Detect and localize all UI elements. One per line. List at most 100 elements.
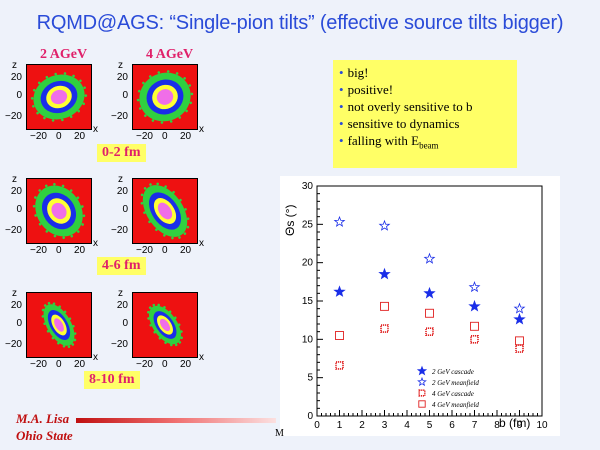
legend-label: 2 GeV meanfield	[432, 379, 479, 387]
bullet-item: • positive!	[339, 82, 394, 97]
contour-speckle	[144, 114, 147, 117]
y-tick-label: 10	[302, 334, 314, 345]
panel-x-tick: −20	[30, 245, 47, 256]
x-tick-label: 1	[337, 420, 343, 431]
x-tick-label: 10	[536, 420, 548, 431]
contour-speckle	[30, 97, 34, 100]
contour-speckle	[151, 119, 155, 122]
panel-z-tick: 20	[10, 72, 22, 83]
contour-speckle	[171, 236, 174, 240]
contour-speckle	[43, 304, 47, 307]
data-point	[470, 335, 479, 344]
contour-speckle	[41, 308, 45, 312]
data-point	[423, 286, 436, 299]
panel-x-label: x	[93, 352, 98, 363]
x-axis-label: b (fm)	[499, 416, 530, 430]
panel-x-tick: 20	[74, 359, 86, 370]
panel-x-tick: −20	[136, 131, 153, 142]
source-panel	[132, 178, 198, 244]
contour-level	[54, 318, 64, 332]
contour-speckle	[73, 338, 77, 342]
contour-speckle	[169, 120, 173, 123]
panel-x-tick: 20	[74, 245, 86, 256]
impact-label-8-10: 8-10 fm	[84, 371, 140, 389]
contour-speckle	[53, 234, 57, 238]
contour-speckle	[178, 116, 182, 119]
contour-speckle	[82, 102, 86, 106]
legend-marker	[417, 376, 427, 387]
panel-x-label: x	[93, 124, 98, 135]
y-tick-label: 20	[302, 258, 314, 269]
bullet-item: • big!	[339, 65, 369, 80]
contour-speckle	[143, 187, 147, 190]
panel-x-tick: 0	[162, 245, 168, 256]
contour-level	[50, 89, 68, 105]
panel-z-tick: −20	[111, 339, 128, 350]
panel-z-tick: 20	[116, 72, 128, 83]
data-point	[515, 336, 524, 346]
contour-speckle	[81, 205, 84, 208]
x-tick-label: 3	[382, 420, 388, 431]
panel-z-label: z	[118, 60, 123, 71]
bullet-icon: •	[339, 99, 344, 114]
x-tick-label: 7	[472, 420, 478, 431]
contour-speckle	[58, 305, 61, 309]
contour-speckle	[152, 303, 156, 307]
panel-z-tick: 0	[122, 204, 128, 215]
contour-speckle	[73, 332, 77, 335]
contour-speckle	[157, 303, 160, 307]
contour-speckle	[179, 198, 182, 202]
source-panel	[132, 292, 198, 358]
contour-speckle	[68, 317, 72, 321]
legend-marker	[416, 365, 428, 376]
panel-x-tick: 20	[180, 245, 192, 256]
source-panel	[26, 292, 92, 358]
bullet-icon: •	[339, 116, 344, 131]
contour-speckle	[46, 330, 50, 333]
panel-x-tick: 0	[162, 131, 168, 142]
data-point	[380, 324, 389, 333]
contour-level	[157, 202, 173, 220]
contour-speckle	[164, 341, 167, 344]
contour-speckle	[45, 230, 49, 233]
contour-speckle	[63, 310, 67, 314]
chart-axes: 0 1 2 3 4 5 6 7 8 9 10 0 5 10 15 20 25 30	[302, 181, 548, 431]
impact-label-4-6: 4-6 fm	[97, 257, 146, 275]
contour-speckle	[79, 79, 82, 83]
contour-speckle	[178, 236, 181, 239]
contour-speckle	[69, 189, 73, 192]
legend-label: 4 GeV cascade	[432, 390, 474, 398]
contour-speckle	[81, 223, 84, 226]
panel-x-tick: 20	[180, 359, 192, 370]
contour-speckle	[32, 105, 35, 108]
x-tick-label: 5	[427, 420, 433, 431]
panel-z-label: z	[118, 174, 123, 185]
bullet-item: • sensitive to dynamics	[339, 116, 460, 131]
contour-speckle	[174, 316, 177, 320]
contour-level	[156, 89, 174, 105]
contour-speckle	[82, 214, 86, 218]
contour-speckle	[148, 220, 151, 224]
panel-z-tick: −20	[5, 339, 22, 350]
footer-bar	[76, 418, 276, 423]
contour-speckle	[67, 345, 71, 349]
panel-z-tick: 0	[122, 90, 128, 101]
data-point	[423, 252, 436, 264]
data-point	[425, 308, 434, 318]
contour-level	[51, 202, 67, 220]
energy-label-2agev: 2 AGeV	[40, 47, 88, 62]
legend-marker	[418, 400, 426, 408]
data-point	[380, 301, 389, 311]
contour-speckle	[155, 228, 158, 232]
y-axis-label: Θs (°)	[283, 205, 297, 236]
panel-z-label: z	[118, 288, 123, 299]
y-tick-label: 15	[302, 296, 314, 307]
contour-speckle	[147, 310, 150, 314]
contour-speckle	[184, 208, 187, 211]
contour-speckle	[183, 77, 186, 80]
data-point	[335, 331, 344, 340]
contour-speckle	[149, 323, 153, 327]
contour-speckle	[164, 185, 167, 188]
panel-x-label: x	[93, 238, 98, 249]
